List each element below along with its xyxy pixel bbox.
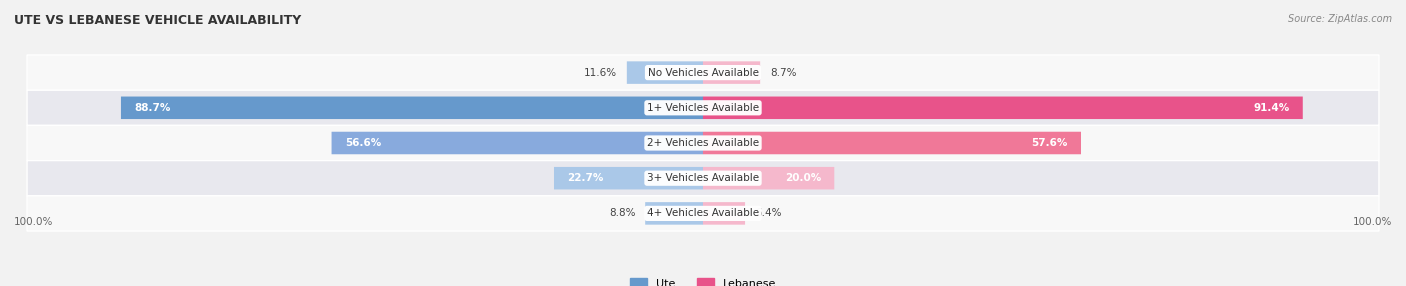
FancyBboxPatch shape [703,167,834,189]
Text: 2+ Vehicles Available: 2+ Vehicles Available [647,138,759,148]
FancyBboxPatch shape [27,90,1379,125]
Text: 22.7%: 22.7% [567,173,603,183]
Text: 91.4%: 91.4% [1253,103,1289,113]
Text: 6.4%: 6.4% [755,208,782,219]
FancyBboxPatch shape [703,132,1081,154]
FancyBboxPatch shape [645,202,703,225]
FancyBboxPatch shape [554,167,703,189]
Text: 100.0%: 100.0% [1353,217,1392,227]
Text: 57.6%: 57.6% [1032,138,1067,148]
Text: No Vehicles Available: No Vehicles Available [648,67,758,78]
Text: 11.6%: 11.6% [583,67,617,78]
Text: Source: ZipAtlas.com: Source: ZipAtlas.com [1288,14,1392,24]
Text: 20.0%: 20.0% [785,173,821,183]
FancyBboxPatch shape [27,55,1379,90]
FancyBboxPatch shape [332,132,703,154]
Text: 88.7%: 88.7% [134,103,170,113]
FancyBboxPatch shape [27,161,1379,196]
Legend: Ute, Lebanese: Ute, Lebanese [626,274,780,286]
Text: 56.6%: 56.6% [344,138,381,148]
Text: 100.0%: 100.0% [14,217,53,227]
FancyBboxPatch shape [627,61,703,84]
Text: 1+ Vehicles Available: 1+ Vehicles Available [647,103,759,113]
FancyBboxPatch shape [703,97,1303,119]
Text: 8.8%: 8.8% [609,208,636,219]
Text: 3+ Vehicles Available: 3+ Vehicles Available [647,173,759,183]
FancyBboxPatch shape [703,61,761,84]
FancyBboxPatch shape [703,202,745,225]
Text: UTE VS LEBANESE VEHICLE AVAILABILITY: UTE VS LEBANESE VEHICLE AVAILABILITY [14,14,301,27]
Text: 8.7%: 8.7% [770,67,796,78]
FancyBboxPatch shape [121,97,703,119]
Text: 4+ Vehicles Available: 4+ Vehicles Available [647,208,759,219]
FancyBboxPatch shape [27,196,1379,231]
FancyBboxPatch shape [27,125,1379,161]
